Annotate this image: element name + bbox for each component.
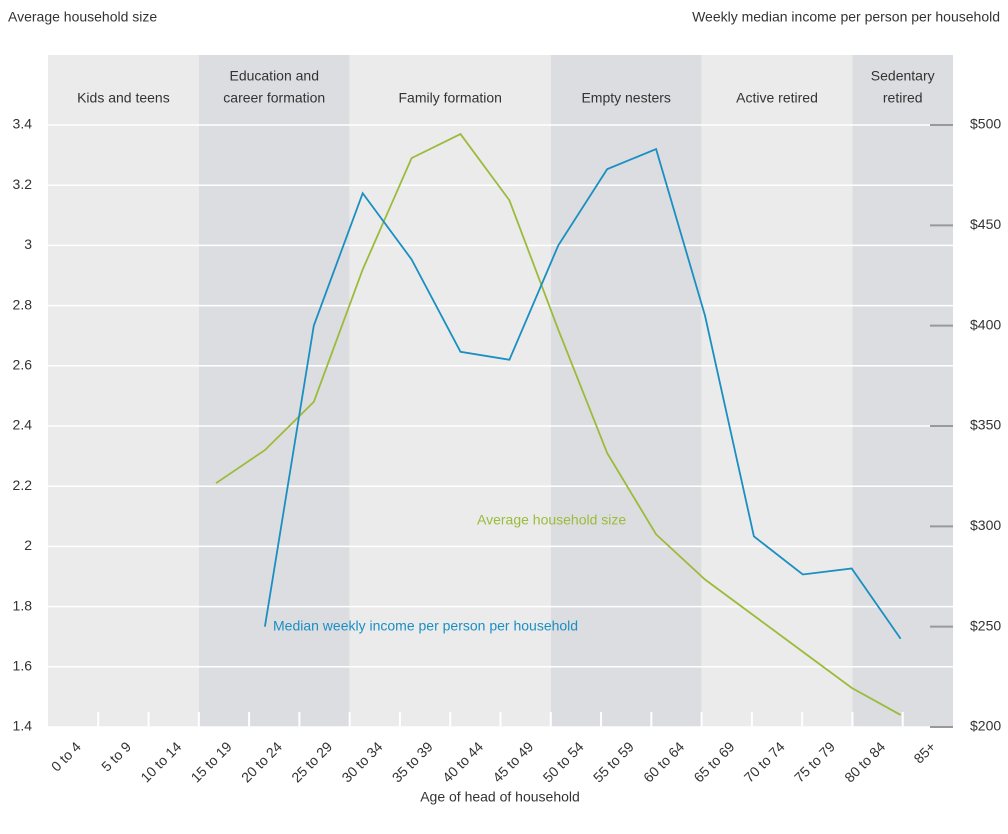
stage-label: Sedentary (871, 68, 935, 84)
series-label: Median weekly income per person per hous… (273, 618, 578, 634)
stage-label: retired (883, 90, 923, 106)
stage-label: Education and (229, 68, 319, 84)
y-tick-label: 1.4 (13, 718, 33, 734)
stage-label: Active retired (736, 90, 818, 106)
x-tick-label: 15 to 19 (188, 738, 235, 785)
x-tick-label: 35 to 39 (389, 738, 436, 785)
y2-tick-label: $200 (970, 718, 1001, 734)
y2-tick-label: $300 (970, 517, 1001, 533)
y-tick-label: 3.2 (13, 176, 33, 192)
x-tick-label: 0 to 4 (48, 738, 84, 774)
stage-band (550, 55, 702, 727)
series-line (264, 147, 902, 640)
y-tick-label: 2.6 (13, 357, 33, 373)
stage-label: Kids and teens (77, 90, 170, 106)
x-tick-label: 25 to 29 (288, 738, 335, 785)
x-tick-label: 85+ (910, 738, 938, 766)
x-tick-label: 10 to 14 (137, 738, 184, 785)
x-tick-label: 50 to 54 (540, 738, 587, 785)
stage-label: Family formation (398, 90, 501, 106)
y-tick-label: 2.8 (13, 296, 33, 312)
y2-tick-label: $400 (970, 316, 1001, 332)
x-tick-label: 45 to 49 (489, 738, 536, 785)
y-tick-label: 2.2 (13, 477, 33, 493)
y-tick-label: 3.4 (13, 116, 33, 132)
y2-tick-label: $500 (970, 116, 1001, 132)
y2-tick-label: $250 (970, 617, 1001, 633)
series-line (215, 132, 902, 716)
y-axis-title: Average household size (8, 9, 157, 25)
x-axis-title: Age of head of household (420, 789, 580, 805)
stage-band (852, 55, 953, 727)
y-tick-label: 2 (24, 537, 32, 553)
y-tick-label: 2.4 (13, 417, 33, 433)
stage-band (198, 55, 350, 727)
y2-tick-label: $450 (970, 216, 1001, 232)
x-tick-label: 80 to 84 (841, 738, 888, 785)
stage-label: Empty nesters (581, 90, 670, 106)
x-tick-label: 5 to 9 (98, 738, 134, 774)
x-tick-label: 70 to 74 (741, 738, 788, 785)
x-tick-label: 60 to 64 (640, 738, 687, 785)
series-label: Average household size (477, 512, 626, 528)
y-tick-label: 1.6 (13, 658, 33, 674)
x-tick-label: 55 to 59 (590, 738, 637, 785)
y-tick-label: 1.8 (13, 597, 33, 613)
stage-band (349, 55, 551, 727)
x-tick-label: 20 to 24 (238, 738, 285, 785)
stage-band (701, 55, 853, 727)
x-tick-label: 40 to 44 (439, 738, 486, 785)
x-tick-label: 30 to 34 (338, 738, 385, 785)
stage-label: career formation (223, 90, 325, 106)
x-tick-label: 75 to 79 (791, 738, 838, 785)
y-tick-label: 3 (24, 236, 32, 252)
y2-tick-label: $350 (970, 417, 1001, 433)
stage-band (48, 55, 199, 727)
x-tick-label: 65 to 69 (690, 738, 737, 785)
y2-axis-title: Weekly median income per person per hous… (692, 9, 1000, 25)
